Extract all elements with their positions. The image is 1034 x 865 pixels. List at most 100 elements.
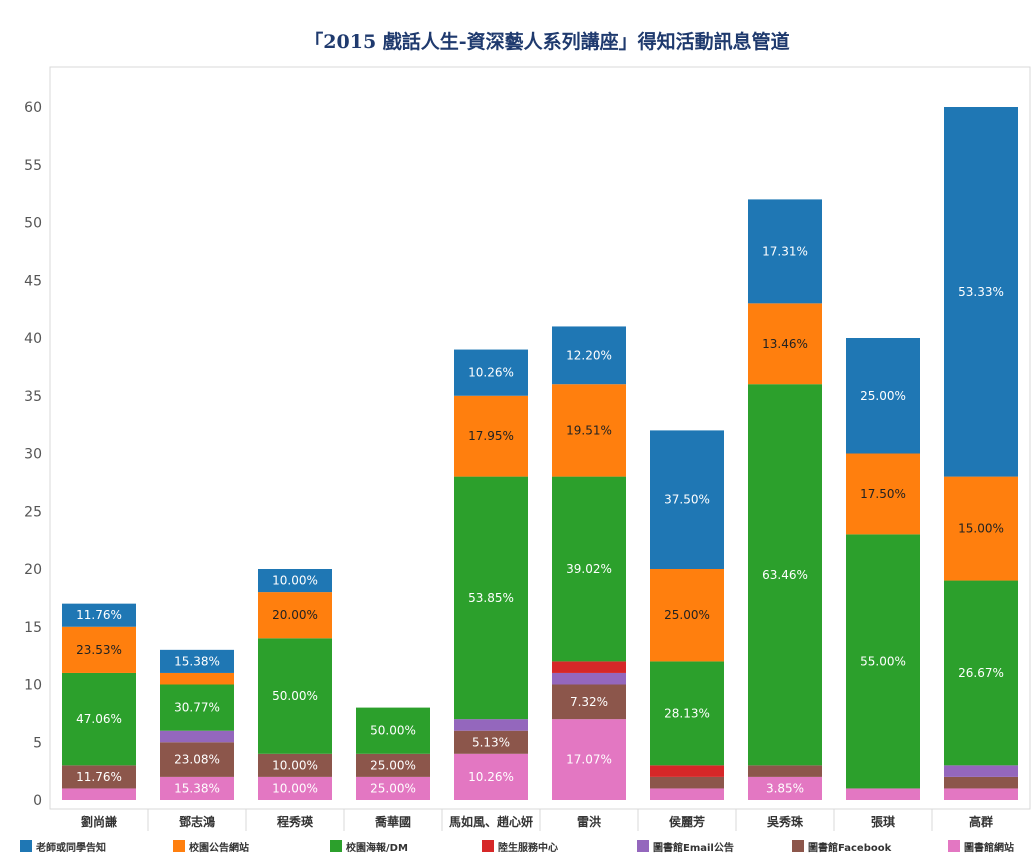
data-label: 10.26% (468, 366, 514, 380)
bar-segment (846, 453, 920, 535)
data-label: 10.00% (272, 781, 318, 795)
bar-segment (62, 765, 136, 789)
data-label: 15.38% (174, 781, 220, 795)
bar-segment (552, 719, 626, 800)
legend-swatch (637, 840, 649, 852)
y-tick-label: 35 (24, 389, 42, 405)
bar-segment (258, 592, 332, 639)
y-tick-label: 50 (24, 216, 42, 232)
data-label: 28.13% (664, 706, 710, 720)
data-label: 11.76% (76, 608, 122, 622)
y-tick-label: 55 (24, 158, 42, 174)
y-tick-label: 15 (24, 620, 42, 636)
bar-segment (748, 765, 822, 777)
bar-segment (62, 603, 136, 627)
bar-segment (258, 776, 332, 800)
x-category-label: 馬如風、趙心妍 (449, 814, 533, 829)
data-label: 25.00% (370, 758, 416, 772)
data-label: 11.76% (76, 770, 122, 784)
bar-segment (258, 569, 332, 593)
legend-swatch (482, 840, 494, 852)
data-label: 17.95% (468, 429, 514, 443)
y-tick-label: 40 (24, 331, 42, 347)
bar-segment (748, 303, 822, 385)
bar-segment (846, 338, 920, 454)
bar-segment (258, 753, 332, 777)
data-label: 25.00% (860, 389, 906, 403)
bar-segment (552, 684, 626, 720)
legend-label: 圖書館網站 (964, 841, 1014, 854)
y-tick-label: 25 (24, 504, 42, 520)
data-label: 53.85% (468, 591, 514, 605)
x-category-label: 程秀瑛 (277, 814, 314, 829)
data-label: 23.53% (76, 643, 122, 657)
bar-segment (160, 742, 234, 777)
data-label: 55.00% (860, 654, 906, 668)
bar-segment (356, 707, 430, 754)
data-label: 20.00% (272, 608, 318, 622)
bar-segment (160, 672, 234, 685)
bar-segment (552, 476, 626, 662)
legend-swatch (792, 840, 804, 852)
bar-segment (944, 580, 1018, 766)
legend-label: 圖書館Facebook (808, 841, 892, 854)
bar-segment (258, 638, 332, 754)
data-label: 50.00% (370, 724, 416, 738)
bar-segment (846, 788, 920, 800)
data-label: 10.26% (468, 770, 514, 784)
y-tick-label: 30 (24, 447, 42, 463)
bar-segment (944, 788, 1018, 800)
data-label: 10.00% (272, 758, 318, 772)
bar-segment (944, 107, 1018, 477)
x-category-label: 雷洪 (577, 814, 601, 829)
data-label: 5.13% (472, 735, 510, 749)
data-label: 7.32% (570, 695, 608, 709)
data-label: 26.67% (958, 666, 1004, 680)
data-label: 17.50% (860, 487, 906, 501)
bar-segment (356, 753, 430, 777)
data-label: 47.06% (76, 712, 122, 726)
y-tick-label: 45 (24, 273, 42, 289)
x-category-label: 劉尚謙 (80, 814, 117, 829)
bar-segment (62, 626, 136, 673)
data-label: 63.46% (762, 568, 808, 582)
data-label: 23.08% (174, 753, 220, 767)
chart-title: 「2015 戲話人生-資深藝人系列講座」得知活動訊息管道 (304, 30, 789, 53)
legend-swatch (20, 840, 32, 852)
bar-segment (650, 569, 724, 662)
y-tick-label: 0 (33, 793, 42, 809)
data-label: 30.77% (174, 701, 220, 715)
bar-segment (944, 765, 1018, 777)
data-label: 50.00% (272, 689, 318, 703)
bar-segment (650, 776, 724, 789)
y-tick-label: 20 (24, 562, 42, 578)
legend-label: 圖書館Email公告 (653, 841, 734, 854)
data-label: 53.33% (958, 285, 1004, 299)
legend-label: 陸生服務中心 (498, 841, 558, 854)
bar-segment (552, 326, 626, 385)
y-tick-label: 60 (24, 100, 42, 116)
data-label: 17.07% (566, 753, 612, 767)
bar-segment (748, 384, 822, 766)
data-label: 25.00% (664, 608, 710, 622)
bar-segment (62, 672, 136, 766)
bar-segment (454, 395, 528, 477)
bar-segment (650, 430, 724, 569)
bar-segment (454, 476, 528, 720)
bar-segment (160, 649, 234, 673)
legend-swatch (173, 840, 185, 852)
legend: 老師或同學告知 校園公告網站 校園海報/DM 陸生服務中心 圖書館Email公告 圖書館F… (20, 840, 1014, 854)
bar-segment (356, 776, 430, 800)
bar-segment (552, 661, 626, 673)
bar-segment (944, 476, 1018, 581)
bar-segment (552, 672, 626, 685)
x-axis: 劉尚謙 鄧志鴻 程秀瑛 喬華國 馬如風、趙心妍 雷洪 侯麗芳 吳秀珠 張琪 高群 (80, 809, 993, 831)
bar-segment (846, 534, 920, 789)
bar-segment (748, 776, 822, 800)
data-label: 15.00% (958, 522, 1004, 536)
legend-label: 校園海報/DM (346, 841, 408, 854)
x-category-label: 張琪 (871, 814, 895, 829)
y-tick-label: 5 (33, 735, 42, 751)
bar-segment (552, 384, 626, 477)
